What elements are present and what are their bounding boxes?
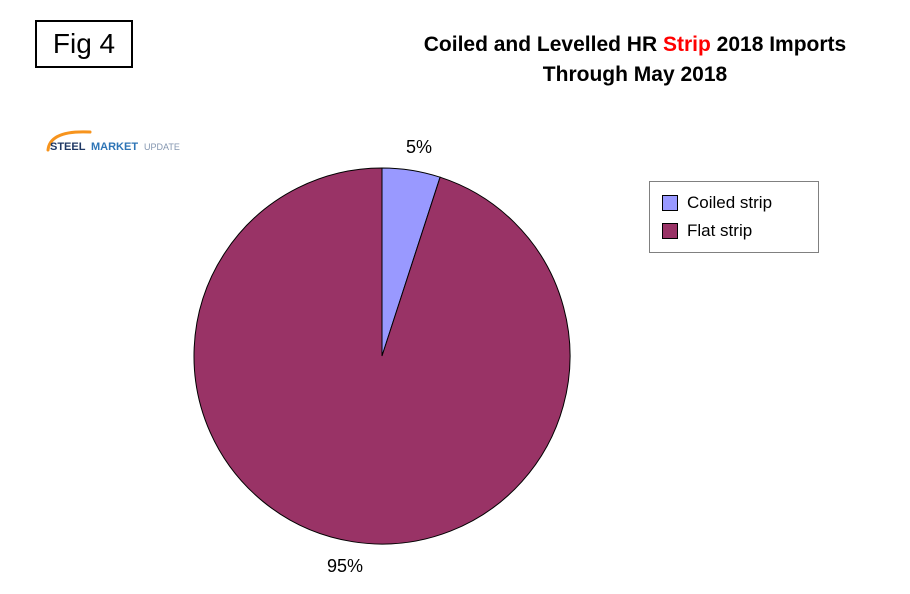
legend-label-flat-strip: Flat strip (687, 221, 753, 240)
legend-swatch-flat-strip (662, 223, 678, 239)
logo-word-update: UPDATE (144, 142, 180, 152)
pie-label-flat-strip: 95% (326, 556, 364, 576)
legend-label-coiled-strip: Coiled strip (687, 193, 773, 212)
logo-swoosh-icon (46, 130, 92, 152)
figure-number-box: Fig 4 (35, 20, 133, 68)
pie-chart (193, 167, 571, 545)
chart-title: Coiled and Levelled HR Strip 2018 Import… (355, 30, 910, 90)
chart-title-line1: Coiled and Levelled HR Strip 2018 Import… (355, 30, 910, 60)
pie-slice-flat-strip (193, 167, 571, 545)
legend-swatch-coiled-strip (662, 195, 678, 211)
figure-number-label: Fig 4 (52, 28, 116, 59)
title-part2: 2018 Imports (716, 33, 847, 56)
legend-item-flat-strip: Flat strip (650, 217, 818, 245)
logo-word-market: MARKET (91, 141, 138, 153)
title-highlight: Strip (662, 33, 711, 56)
logo-word-steel: STEEL (50, 141, 86, 153)
steel-market-update-logo: STEEL MARKET UPDATE (46, 130, 180, 153)
title-part1: Coiled and Levelled HR (423, 33, 658, 56)
legend: Coiled strip Flat strip (649, 181, 819, 253)
pie-label-coiled-strip: 5% (405, 137, 432, 157)
legend-item-coiled-strip: Coiled strip (650, 189, 818, 217)
chart-title-line2: Through May 2018 (542, 63, 728, 86)
